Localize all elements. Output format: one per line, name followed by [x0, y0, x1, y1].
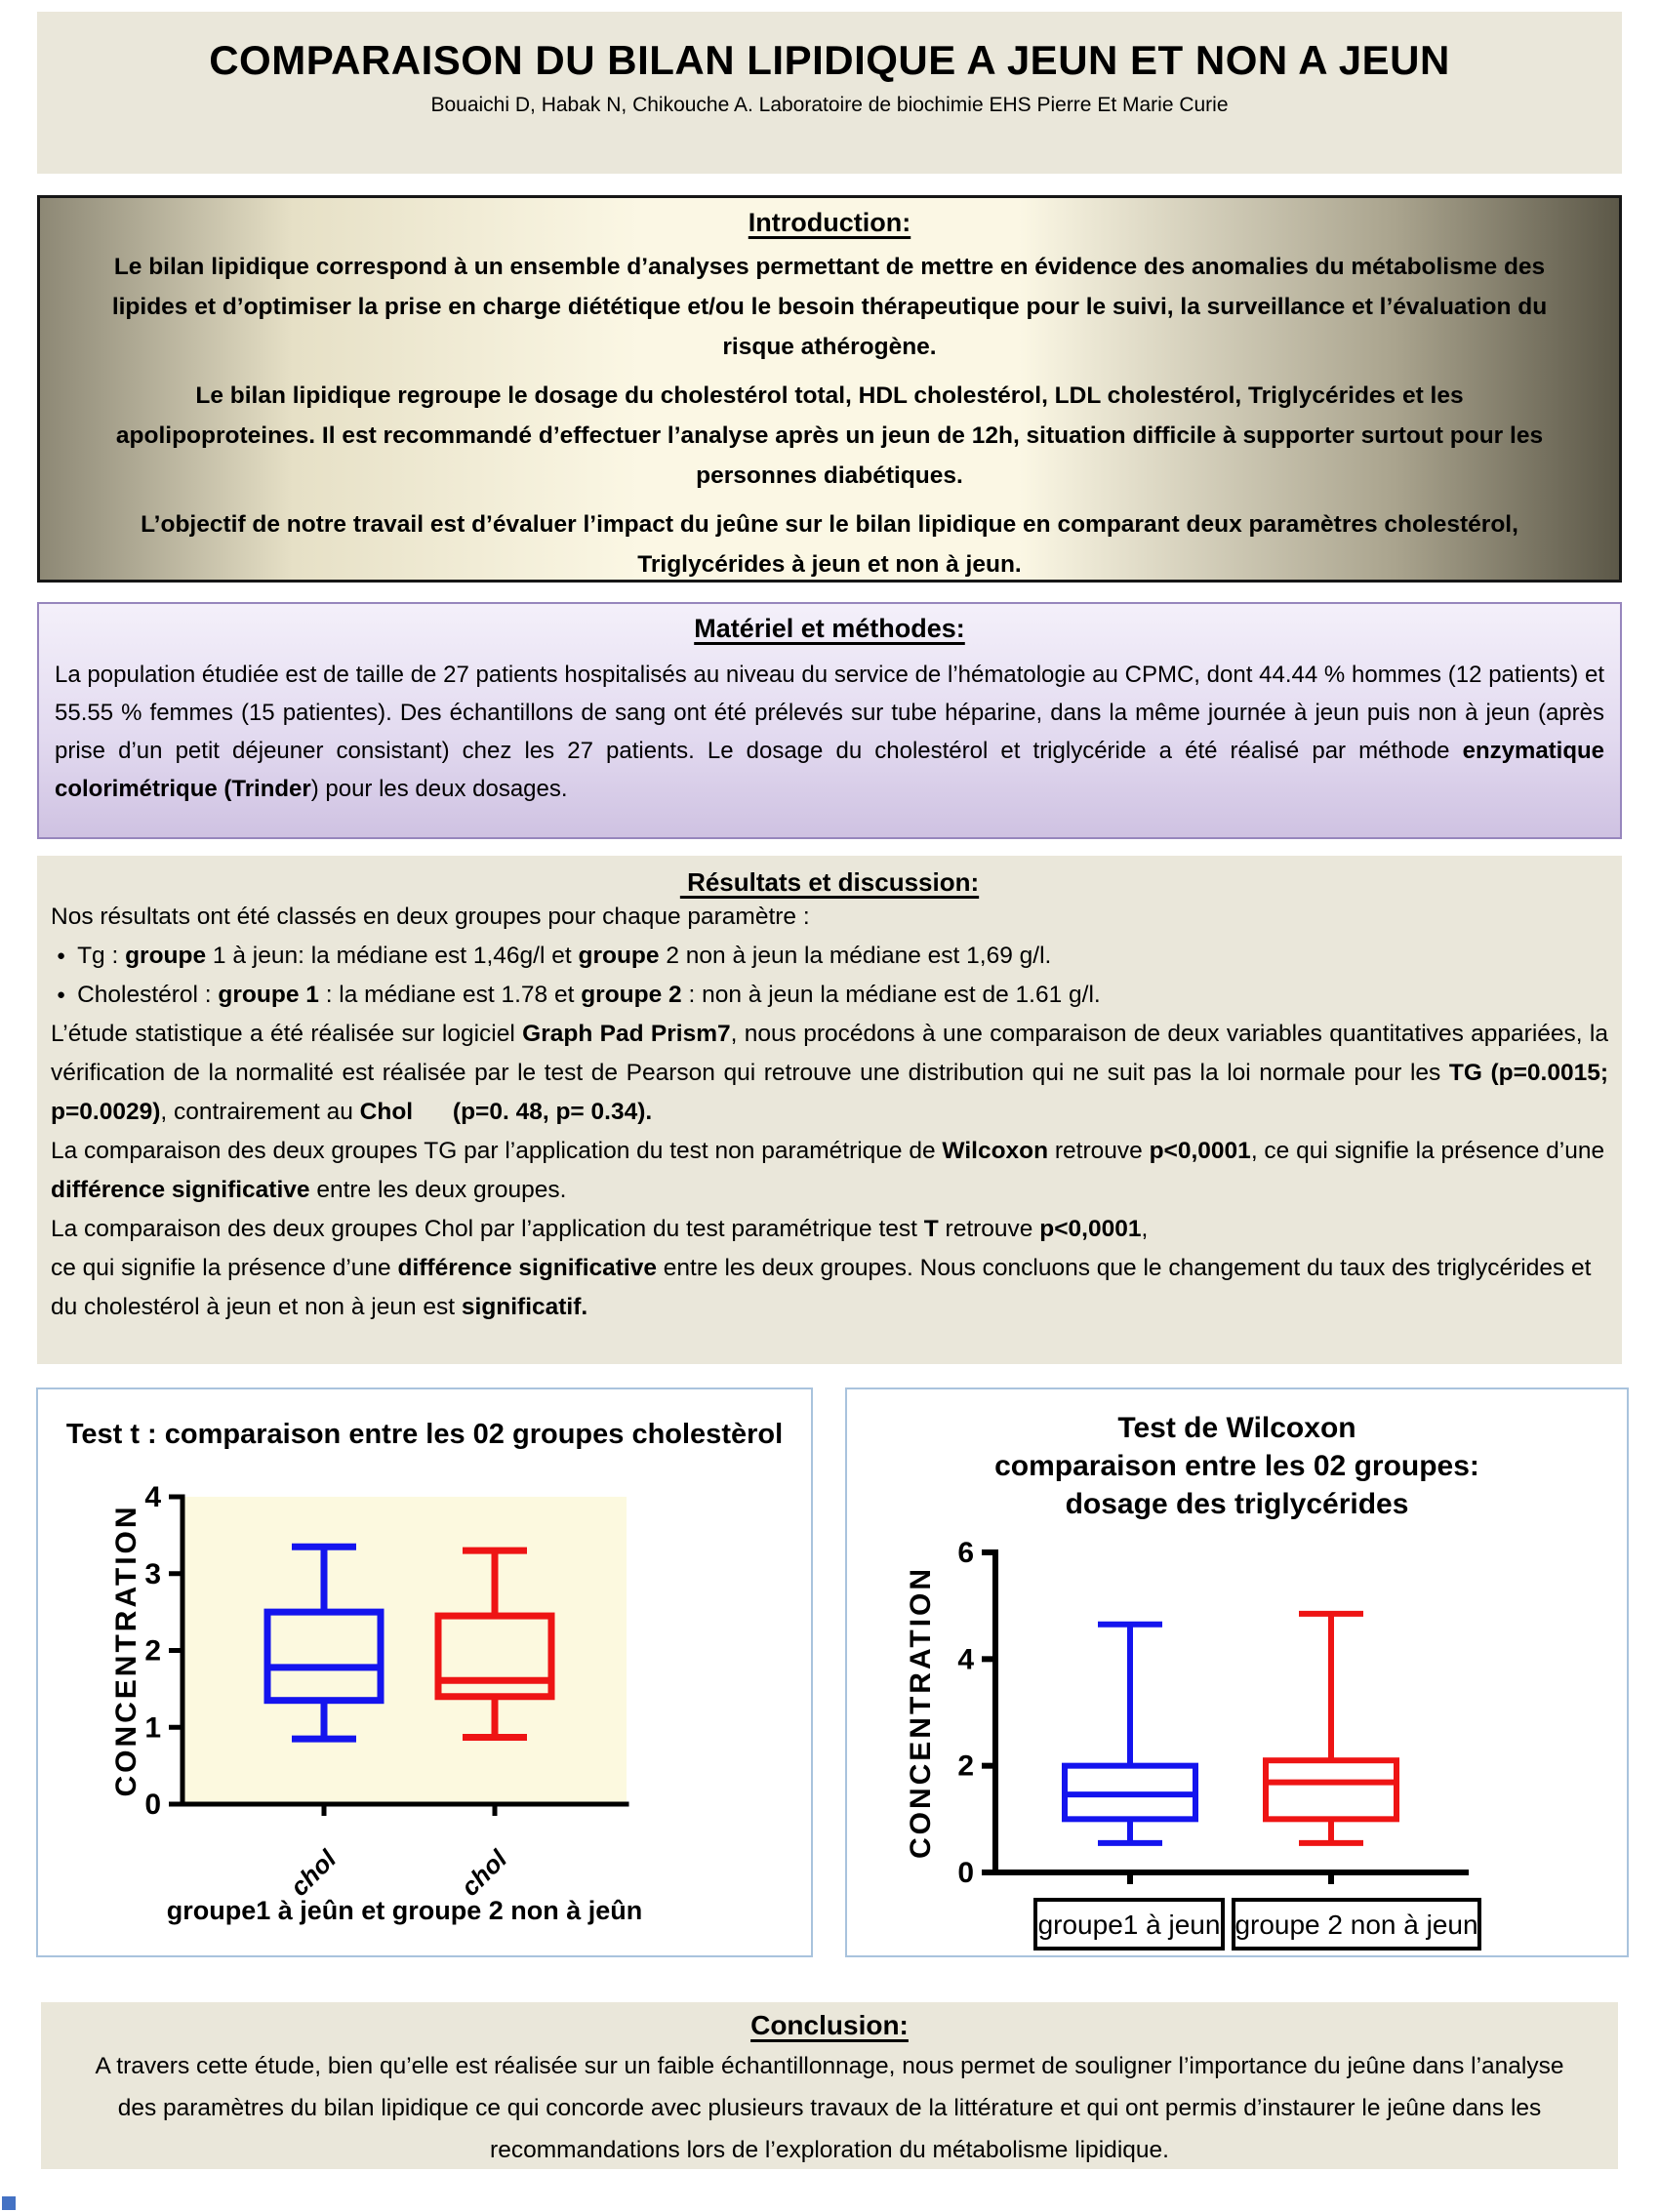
svg-text:groupe1 à jeun: groupe1 à jeun	[1038, 1910, 1221, 1940]
poster-title: COMPARAISON DU BILAN LIPIDIQUE A JEUN ET…	[209, 37, 1450, 83]
svg-text:4: 4	[144, 1481, 161, 1513]
results-section: Résultats et discussion: Nos résultats o…	[37, 856, 1622, 1364]
svg-text:2: 2	[144, 1635, 161, 1668]
cholesterol-boxplot-panel: Test t : comparaison entre les 02 groupe…	[36, 1388, 813, 1957]
title-band: COMPARAISON DU BILAN LIPIDIQUE A JEUN ET…	[37, 12, 1622, 174]
results-paragraph: La comparaison des deux groupes TG par l…	[51, 1138, 1605, 1203]
triglycerides-boxplot-panel: Test de Wilcoxon comparaison entre les 0…	[845, 1388, 1629, 1957]
svg-text:groupe1 à jeûn et groupe 2 non: groupe1 à jeûn et groupe 2 non à jeûn	[167, 1896, 643, 1925]
conclusion-heading: Conclusion:	[750, 2010, 909, 2040]
conclusion-section: Conclusion: A travers cette étude, bien …	[41, 2002, 1618, 2169]
svg-text:0: 0	[957, 1857, 974, 1889]
methods-body: La population étudiée est de taille de 2…	[55, 662, 1604, 802]
results-bullet-tg: Tg : groupe 1 à jeun: la médiane est 1,4…	[51, 937, 1608, 976]
svg-text:chol: chol	[284, 1843, 343, 1902]
triglycerides-boxplot-chart: 0 2 4 6 CONCENTRATION groupe1 à jeun groupe 2 …	[905, 1537, 1481, 1951]
conclusion-body: A travers cette étude, bien qu’elle est …	[95, 2053, 1564, 2163]
svg-text:4: 4	[957, 1643, 974, 1675]
svg-text:6: 6	[957, 1537, 974, 1569]
results-line: Nos résultats ont été classés en deux gr…	[51, 904, 810, 930]
svg-text:2: 2	[957, 1750, 974, 1783]
cholesterol-chart-title: Test t : comparaison entre les 02 groupe…	[65, 1419, 784, 1450]
introduction-paragraph: Le bilan lipidique regroupe le dosage du…	[115, 382, 1544, 489]
results-heading: Résultats et discussion:	[679, 867, 980, 897]
svg-text:3: 3	[144, 1558, 161, 1590]
poster-authors: Bouaichi D, Habak N, Chikouche A. Labora…	[430, 94, 1229, 116]
svg-text:0: 0	[144, 1789, 161, 1821]
introduction-section: Introduction: Le bilan lipidique corresp…	[37, 195, 1622, 583]
results-bullet-cholesterol: Cholestérol : groupe 1 : la médiane est …	[51, 976, 1608, 1015]
introduction-paragraph: Le bilan lipidique correspond à un ensem…	[111, 254, 1548, 360]
slide-corner-accent	[2, 2196, 16, 2210]
svg-text:1: 1	[144, 1711, 161, 1744]
methods-heading: Matériel et méthodes:	[694, 614, 965, 643]
results-paragraph: ce qui signifie la présence d’une différ…	[51, 1255, 1592, 1320]
svg-text:CONCENTRATION: CONCENTRATION	[110, 1504, 142, 1796]
svg-text:groupe 2 non à jeun: groupe 2 non à jeun	[1234, 1910, 1477, 1940]
introduction-paragraph: L’objectif de notre travail est d’évalue…	[141, 511, 1518, 578]
svg-text:CONCENTRATION: CONCENTRATION	[905, 1566, 937, 1859]
results-paragraph: L’étude statistique a été réalisée sur l…	[51, 1021, 1608, 1125]
introduction-heading: Introduction:	[748, 208, 911, 237]
results-paragraph: La comparaison des deux groupes Chol par…	[51, 1216, 1149, 1242]
svg-text:chol: chol	[455, 1843, 513, 1902]
triglycerides-chart-title: Test de Wilcoxon comparaison entre les 0…	[994, 1412, 1479, 1520]
methods-section: Matériel et méthodes: La population étud…	[37, 602, 1622, 839]
